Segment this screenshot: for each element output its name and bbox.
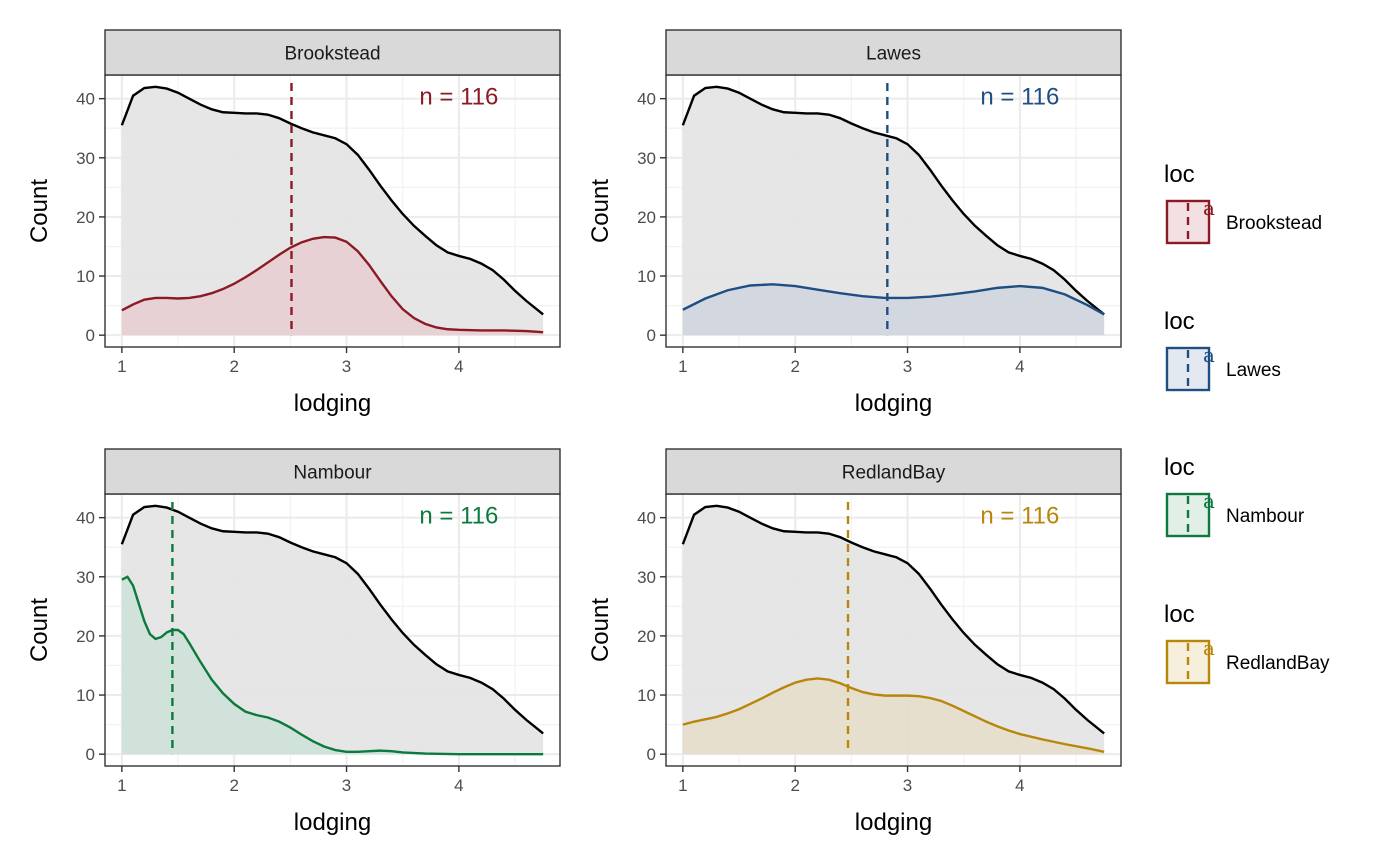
density-lawes-line	[682, 283, 1105, 316]
y-axis-title: Count	[587, 179, 614, 243]
x-axis-title: lodging	[855, 809, 932, 836]
y-tick-label: 10	[76, 267, 95, 286]
y-axis-title: Count	[26, 179, 53, 243]
legend-layer: locaBrooksteadlocaLaweslocaNambourlocaRe…	[1164, 161, 1330, 685]
y-tick-label: 30	[76, 149, 95, 168]
legend-title: loc	[1164, 454, 1195, 481]
x-tick-label: 4	[1015, 776, 1024, 795]
n-annotation: n = 116	[419, 84, 498, 111]
x-tick-label: 3	[342, 357, 351, 376]
y-tick-label: 40	[76, 90, 95, 109]
x-tick-label: 1	[117, 776, 126, 795]
x-tick-label: 4	[454, 357, 463, 376]
density-redlandbay-line	[682, 677, 1105, 753]
x-axis-title: lodging	[294, 809, 371, 836]
x-tick-label: 2	[790, 357, 799, 376]
legend-title: loc	[1164, 161, 1195, 188]
x-tick-label: 1	[117, 357, 126, 376]
x-tick-label: 2	[229, 357, 238, 376]
legend-key-glyph: a	[1203, 196, 1215, 220]
density-all-area	[121, 86, 544, 336]
y-tick-label: 0	[647, 745, 656, 764]
x-tick-label: 4	[454, 776, 463, 795]
density-all-line	[120, 85, 544, 316]
x-axis-title: lodging	[294, 390, 371, 417]
legend-title: loc	[1164, 601, 1195, 628]
facet-strip-label: Brookstead	[284, 44, 380, 65]
n-annotation: n = 116	[980, 503, 1059, 530]
x-axis-title: lodging	[855, 390, 932, 417]
density-all-line	[681, 85, 1105, 316]
y-tick-label: 40	[637, 509, 656, 528]
y-tick-label: 30	[637, 149, 656, 168]
facet-strip	[104, 448, 561, 495]
x-tick-label: 1	[678, 776, 687, 795]
y-tick-label: 10	[637, 686, 656, 705]
y-tick-label: 0	[86, 326, 95, 345]
legend-title: loc	[1164, 308, 1195, 335]
density-brookstead-area	[121, 237, 544, 336]
facet-strip-label: RedlandBay	[842, 463, 946, 484]
legend-label: Nambour	[1226, 506, 1305, 527]
x-tick-label: 3	[342, 776, 351, 795]
density-redlandbay-area	[682, 678, 1105, 755]
y-tick-label: 30	[637, 568, 656, 587]
density-all-line	[681, 504, 1105, 735]
y-tick-label: 20	[637, 208, 656, 227]
y-tick-label: 20	[76, 627, 95, 646]
density-all-area	[121, 505, 544, 755]
n-annotation: n = 116	[419, 503, 498, 530]
facet-strip-label: Lawes	[866, 44, 921, 65]
x-tick-label: 1	[678, 357, 687, 376]
legend-label: RedlandBay	[1226, 653, 1330, 674]
x-tick-label: 3	[903, 357, 912, 376]
x-tick-label: 4	[1015, 357, 1024, 376]
n-annotation: n = 116	[980, 84, 1059, 111]
y-tick-label: 20	[76, 208, 95, 227]
y-tick-label: 0	[86, 745, 95, 764]
facet-strip	[104, 29, 561, 76]
legend-label: Brookstead	[1226, 213, 1322, 234]
x-tick-label: 2	[229, 776, 238, 795]
density-brookstead-line	[121, 235, 544, 334]
y-axis-title: Count	[26, 598, 53, 662]
facet-strip	[665, 29, 1122, 76]
y-tick-label: 0	[647, 326, 656, 345]
density-lawes-area	[682, 284, 1105, 336]
x-tick-label: 3	[903, 776, 912, 795]
facet-strip	[665, 448, 1122, 495]
x-tick-label: 2	[790, 776, 799, 795]
y-tick-label: 40	[637, 90, 656, 109]
legend-key-glyph: a	[1203, 489, 1215, 513]
legend-key-glyph: a	[1203, 343, 1215, 367]
density-all-line	[120, 504, 544, 735]
y-axis-title: Count	[587, 598, 614, 662]
y-tick-label: 10	[76, 686, 95, 705]
legend-label: Lawes	[1226, 360, 1281, 381]
facet-strip-label: Nambour	[293, 463, 372, 484]
y-tick-label: 20	[637, 627, 656, 646]
density-all-area	[682, 86, 1105, 336]
y-tick-label: 10	[637, 267, 656, 286]
density-nambour-line	[121, 575, 544, 756]
density-nambour-area	[121, 576, 544, 755]
legend-key-glyph: a	[1203, 636, 1215, 660]
y-tick-label: 30	[76, 568, 95, 587]
y-tick-label: 40	[76, 509, 95, 528]
